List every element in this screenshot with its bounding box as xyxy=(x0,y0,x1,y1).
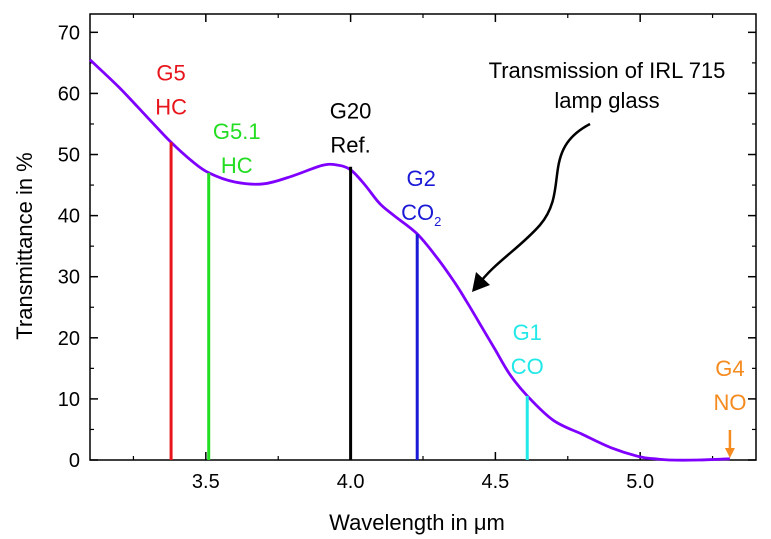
x-axis-label: Wavelength in μm xyxy=(329,510,505,535)
annotation-layer: Transmission of IRL 715 lamp glass xyxy=(472,58,725,292)
x-tick-label: 4.5 xyxy=(481,471,509,493)
channel-label-gas: CO2 xyxy=(401,200,441,229)
y-axis-label: Transmittance in % xyxy=(12,152,37,339)
axes-layer: 3.5 4.0 4.5 5.0 0 10 20 30 40 50 60 70 xyxy=(58,13,757,493)
y-tick-label: 60 xyxy=(58,83,80,105)
channel-label-gas: HC xyxy=(155,94,187,119)
y-tick-label: 0 xyxy=(69,450,80,472)
channel-label-gas: CO xyxy=(511,354,544,379)
channel-label-name: G4 xyxy=(715,356,744,381)
y-tick-label: 20 xyxy=(58,328,80,350)
channel-arrow-head xyxy=(724,448,735,458)
annotation-arrow-curve xyxy=(476,122,591,286)
y-tick-label: 50 xyxy=(58,145,80,167)
channel-label-name: G5 xyxy=(156,60,185,85)
x-tick-label: 5.0 xyxy=(626,471,654,493)
y-tick-label: 70 xyxy=(58,22,80,44)
channel-label-gas: Ref. xyxy=(330,133,370,158)
channel-label-subscript: 2 xyxy=(434,214,441,229)
channels-layer: G5 HC G5.1 HC G20 Ref. G2 CO2 G1 CO G4 NO xyxy=(155,60,746,460)
y-tick-label: 30 xyxy=(58,267,80,289)
channel-label-name: G1 xyxy=(513,320,542,345)
channel-label-name: G2 xyxy=(407,166,436,191)
curve-layer xyxy=(89,58,730,462)
x-tick-label: 4.0 xyxy=(337,471,365,493)
channel-label-gas: HC xyxy=(221,153,253,178)
transmission-curve xyxy=(89,58,730,462)
y-tick-label: 10 xyxy=(58,389,80,411)
channel-label-name: G20 xyxy=(330,99,372,124)
annotation-line-1: Transmission of IRL 715 xyxy=(489,58,726,83)
annotation-line-2: lamp glass xyxy=(554,88,659,113)
channel-label-name: G5.1 xyxy=(213,119,261,144)
x-tick-label: 3.5 xyxy=(192,471,220,493)
channel-label-gas: NO xyxy=(713,390,746,415)
axis-labels-layer: Wavelength in μm Transmittance in % xyxy=(12,152,505,535)
y-tick-label: 40 xyxy=(58,206,80,228)
annotation-arrow-head xyxy=(472,272,490,292)
